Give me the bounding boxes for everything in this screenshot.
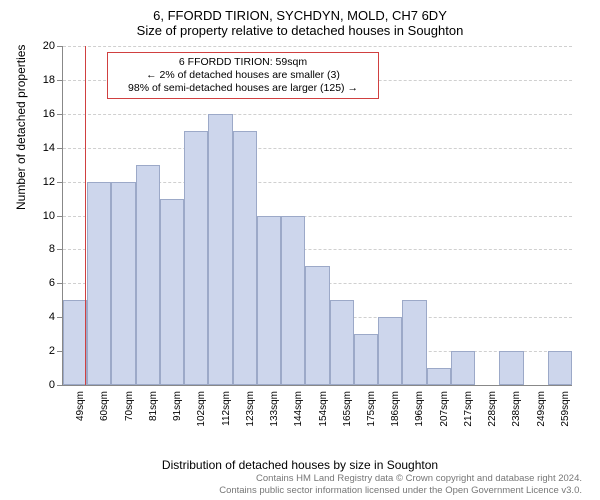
y-tick [57, 317, 62, 318]
y-axis-label: Number of detached properties [14, 45, 28, 210]
y-tick [57, 283, 62, 284]
y-tick-label: 10 [43, 210, 55, 222]
x-tick-label: 207sqm [439, 391, 450, 435]
y-tick-label: 18 [43, 74, 55, 86]
histogram-bar [378, 317, 402, 385]
histogram-bar [548, 351, 572, 385]
x-tick-label: 154sqm [318, 391, 329, 435]
histogram-bar [184, 131, 208, 385]
y-tick [57, 182, 62, 183]
y-tick-label: 12 [43, 176, 55, 188]
x-tick-label: 91sqm [172, 391, 183, 435]
y-tick-label: 8 [49, 243, 55, 255]
chart-container: 6, FFORDD TIRION, SYCHDYN, MOLD, CH7 6DY… [0, 0, 600, 500]
y-tick [57, 385, 62, 386]
x-tick-label: 186sqm [390, 391, 401, 435]
y-tick-label: 16 [43, 108, 55, 120]
y-tick [57, 351, 62, 352]
x-tick-label: 217sqm [463, 391, 474, 435]
x-tick-label: 60sqm [99, 391, 110, 435]
x-tick-label: 144sqm [293, 391, 304, 435]
annotation-callout: 6 FFORDD TIRION: 59sqm ← 2% of detached … [107, 52, 379, 99]
gridline [63, 114, 572, 115]
histogram-bar [451, 351, 475, 385]
footer-line-2: Contains public sector information licen… [219, 485, 582, 496]
histogram-bar [427, 368, 451, 385]
y-tick [57, 216, 62, 217]
histogram-bar [160, 199, 184, 385]
gridline [63, 148, 572, 149]
y-tick-label: 0 [49, 379, 55, 391]
x-tick-label: 70sqm [124, 391, 135, 435]
x-tick-label: 196sqm [414, 391, 425, 435]
histogram-bar [281, 216, 305, 386]
x-axis-label: Distribution of detached houses by size … [0, 458, 600, 472]
histogram-bar [354, 334, 378, 385]
y-tick-label: 4 [49, 311, 55, 323]
x-tick-label: 249sqm [536, 391, 547, 435]
histogram-bar [208, 114, 232, 385]
chart-title-sub: Size of property relative to detached ho… [0, 23, 600, 42]
x-tick-label: 133sqm [269, 391, 280, 435]
histogram-bar [111, 182, 135, 385]
y-tick-label: 14 [43, 142, 55, 154]
y-tick [57, 46, 62, 47]
annotation-line-1: 6 FFORDD TIRION: 59sqm [114, 56, 372, 69]
plot-area: 0246810121416182049sqm60sqm70sqm81sqm91s… [62, 46, 572, 386]
y-tick [57, 249, 62, 250]
x-tick-label: 175sqm [366, 391, 377, 435]
footer-attribution: Contains HM Land Registry data © Crown c… [219, 473, 582, 496]
reference-line [85, 46, 86, 385]
x-tick-label: 238sqm [511, 391, 522, 435]
x-tick-label: 81sqm [148, 391, 159, 435]
x-tick-label: 259sqm [560, 391, 571, 435]
histogram-bar [233, 131, 257, 385]
x-tick-label: 112sqm [221, 391, 232, 435]
footer-line-1: Contains HM Land Registry data © Crown c… [219, 473, 582, 484]
y-tick-label: 2 [49, 345, 55, 357]
histogram-bar [257, 216, 281, 386]
annotation-line-2: ← 2% of detached houses are smaller (3) [114, 69, 372, 82]
histogram-bar [305, 266, 329, 385]
y-tick-label: 6 [49, 277, 55, 289]
histogram-bar [402, 300, 426, 385]
gridline [63, 46, 572, 47]
histogram-bar [136, 165, 160, 385]
x-tick-label: 165sqm [342, 391, 353, 435]
x-tick-label: 228sqm [487, 391, 498, 435]
histogram-bar [499, 351, 523, 385]
y-tick-label: 20 [43, 40, 55, 52]
chart-title-main: 6, FFORDD TIRION, SYCHDYN, MOLD, CH7 6DY [0, 0, 600, 23]
y-tick [57, 148, 62, 149]
histogram-bar [63, 300, 87, 385]
histogram-bar [330, 300, 354, 385]
x-tick-label: 49sqm [75, 391, 86, 435]
x-tick-label: 123sqm [245, 391, 256, 435]
x-tick-label: 102sqm [196, 391, 207, 435]
y-tick [57, 114, 62, 115]
annotation-line-3: 98% of semi-detached houses are larger (… [114, 82, 372, 95]
histogram-bar [87, 182, 111, 385]
y-tick [57, 80, 62, 81]
